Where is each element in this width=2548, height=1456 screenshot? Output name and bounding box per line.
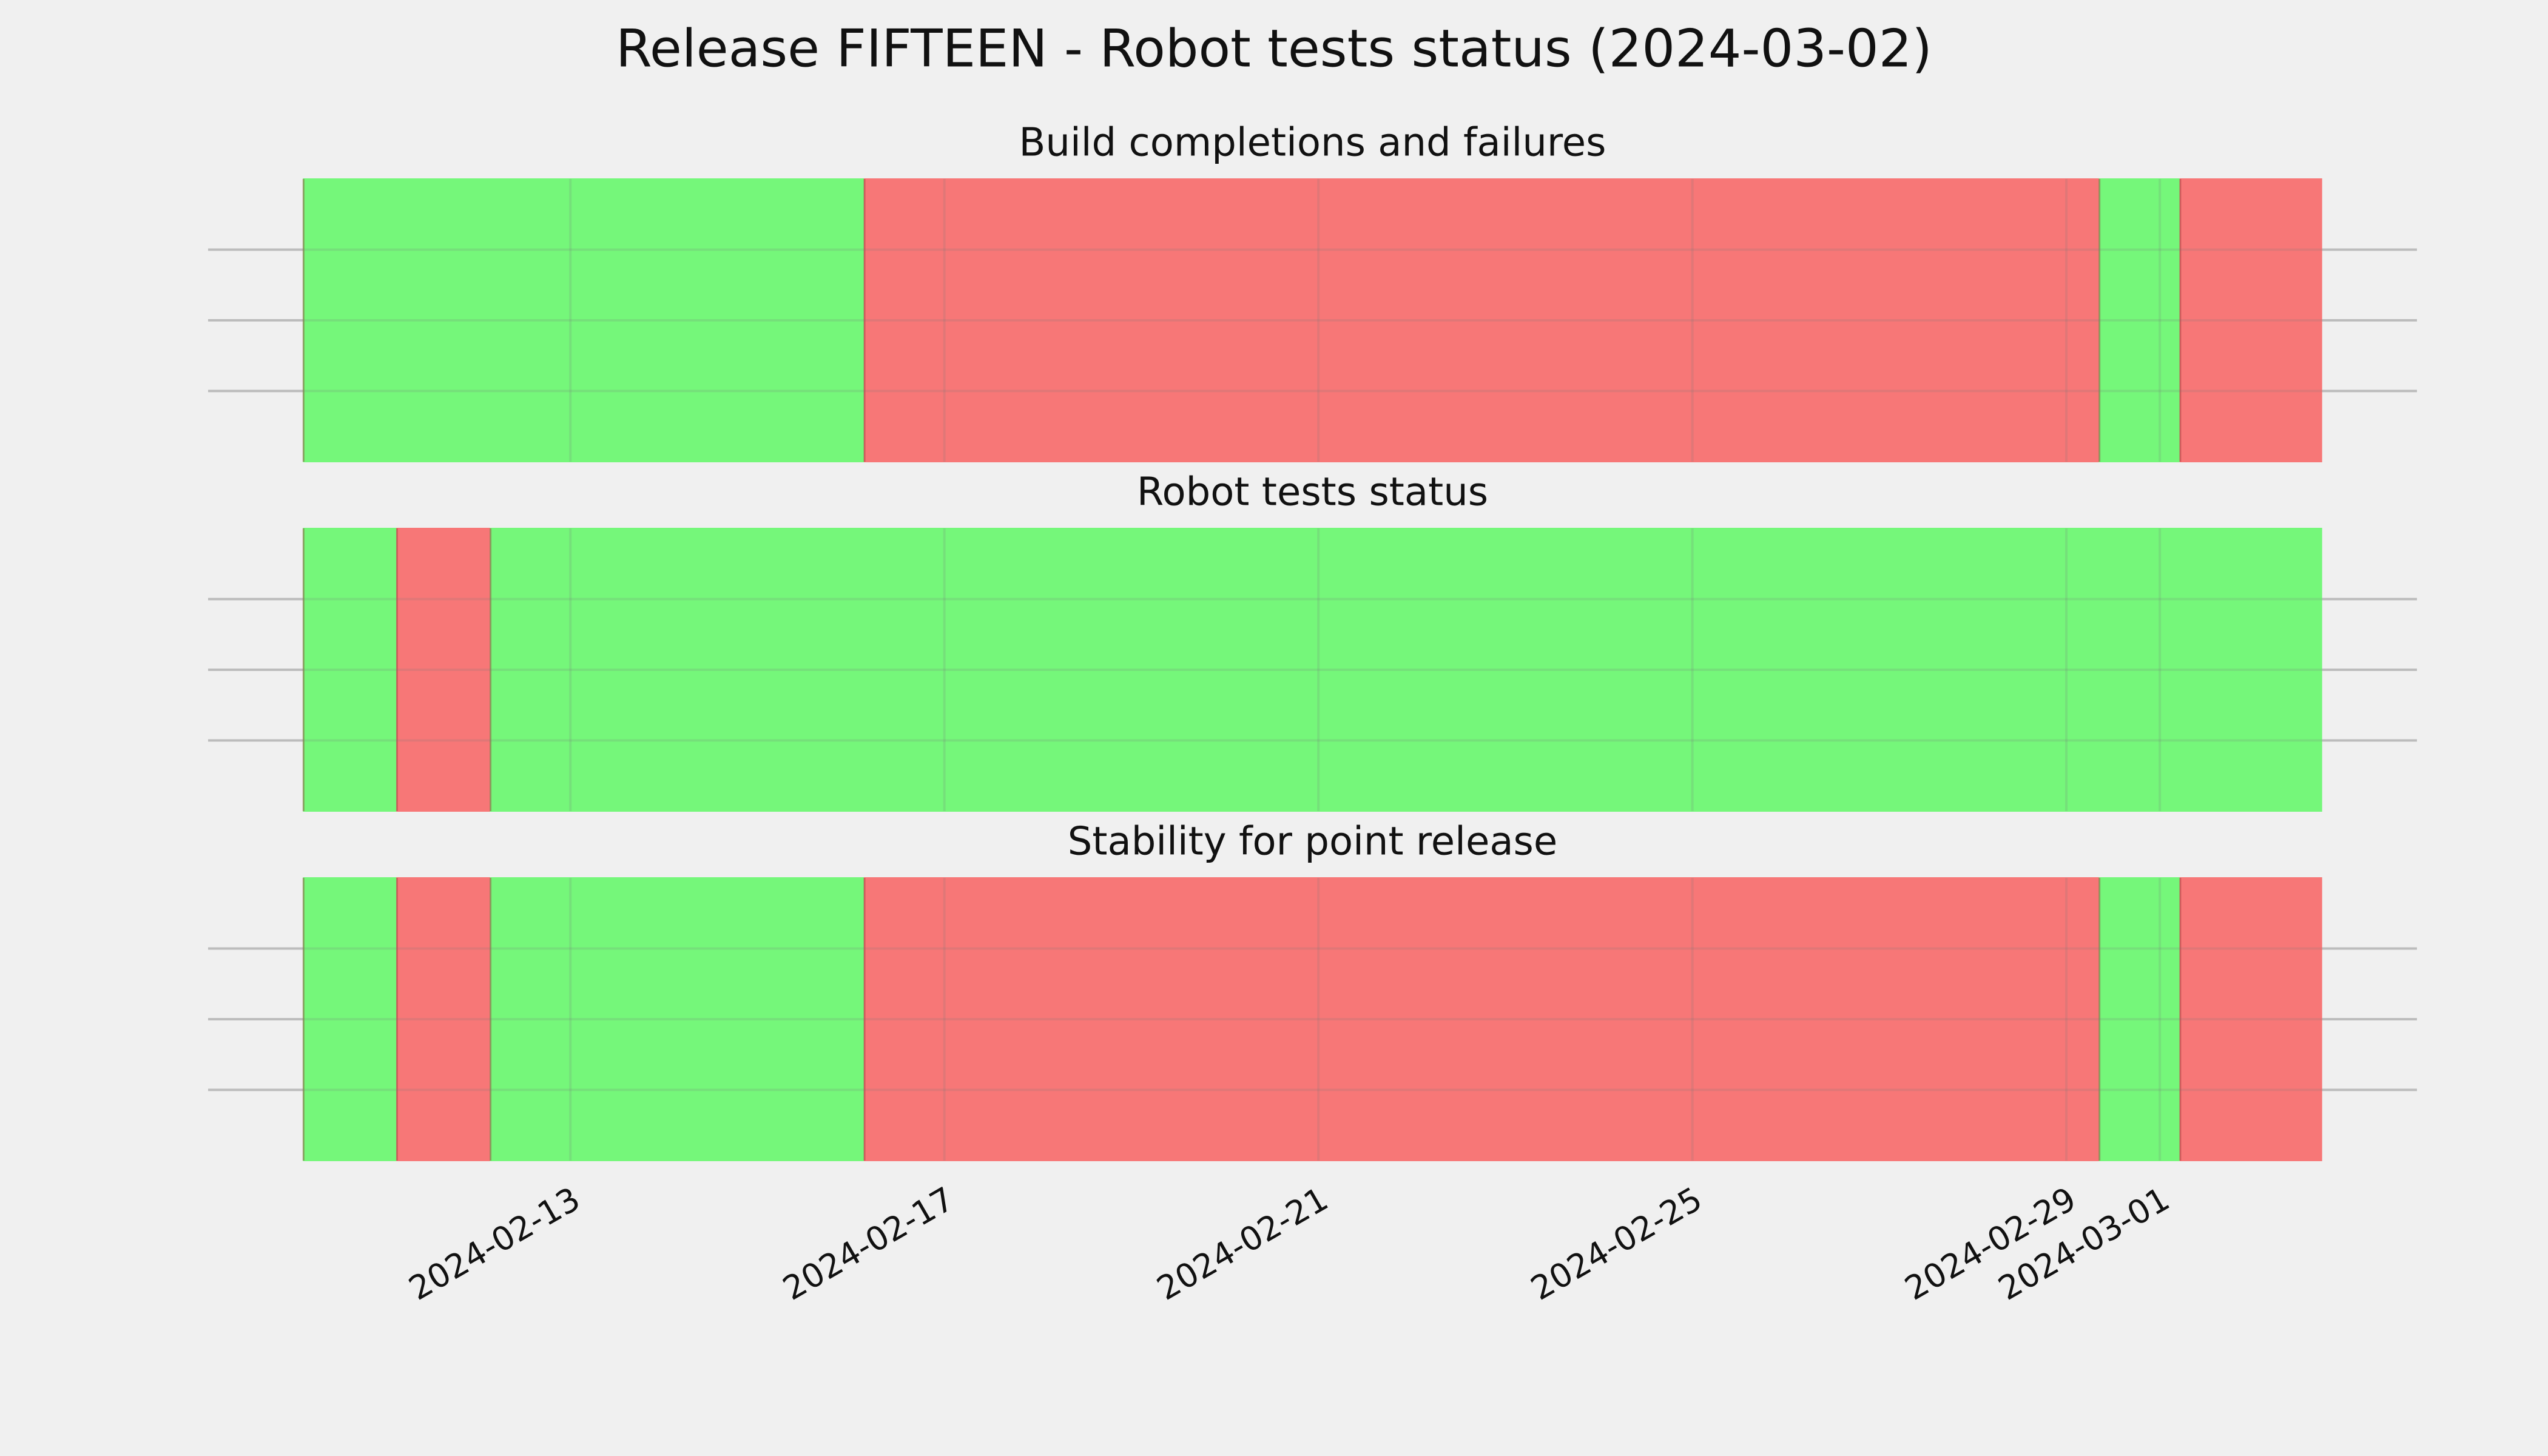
status-segment [864,178,2100,462]
subplot-title: Stability for point release [1068,820,1558,864]
status-segment [864,877,2100,1161]
status-segment [2098,877,2181,1161]
status-segment [2098,178,2181,462]
status-segment [303,528,398,812]
status-segment [303,178,866,462]
subplot-title: Build completions and failures [1019,121,1606,166]
status-segment [396,528,491,812]
subplot-title: Robot tests status [1137,470,1488,515]
status-segment [490,877,866,1161]
status-segment [2179,178,2322,462]
status-segment [396,877,491,1161]
status-segment [490,528,2322,812]
status-segment [303,877,398,1161]
status-segment [2179,877,2322,1161]
chart-title: Release FIFTEEN - Robot tests status (20… [616,18,1932,79]
